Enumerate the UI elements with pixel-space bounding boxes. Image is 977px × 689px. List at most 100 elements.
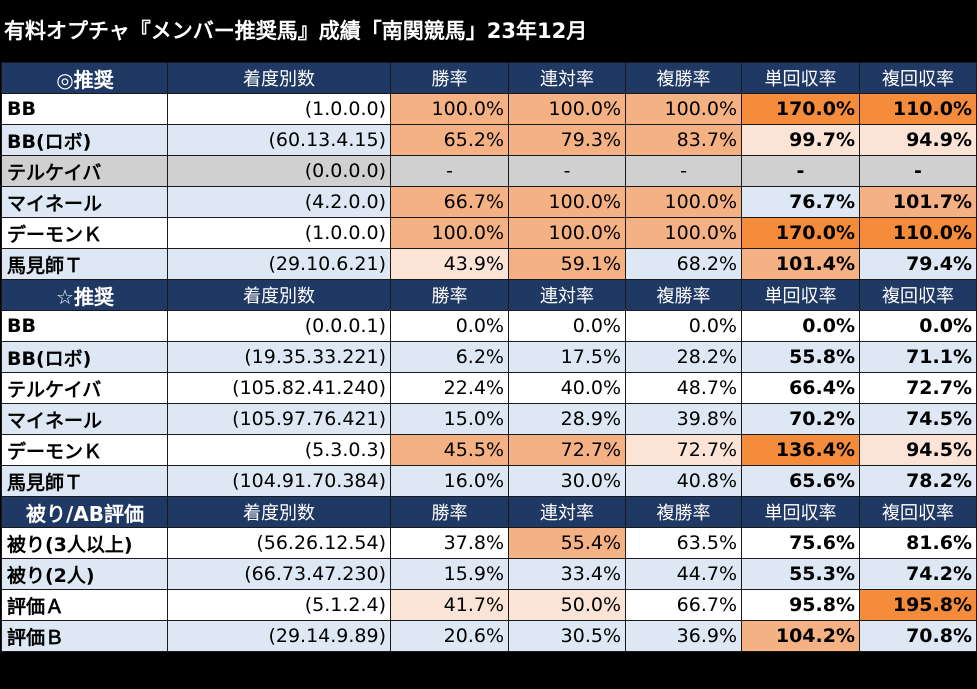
record-cell: (29.10.6.21) (167, 248, 391, 280)
column-header: 連対率 (508, 279, 626, 311)
value-cell: 44.7% (625, 558, 742, 590)
value-cell: 170.0% (741, 93, 860, 125)
value-cell: 110.0% (859, 217, 977, 249)
table-row: マイネール (105.97.76.421) 15.0% 28.9% 39.8% 70.2%… (1, 403, 977, 435)
row-name: BB(ロボ) (1, 124, 168, 156)
value-cell: 195.8% (859, 589, 977, 621)
value-cell: - (741, 155, 860, 187)
row-name: マイネール (1, 403, 168, 435)
value-cell: 136.4% (741, 434, 860, 466)
value-cell: 22.4% (390, 372, 509, 404)
value-cell: 79.3% (508, 124, 626, 156)
value-cell: 76.7% (741, 186, 860, 218)
value-cell: 50.0% (508, 589, 626, 621)
record-cell: (5.1.2.4) (167, 589, 391, 621)
column-header: 単回収率 (741, 496, 860, 528)
column-header: 連対率 (508, 496, 626, 528)
value-cell: 100.0% (625, 93, 742, 125)
column-header: 勝率 (390, 62, 509, 94)
column-header: 複勝率 (625, 496, 742, 528)
column-header: 複勝率 (625, 62, 742, 94)
value-cell: 75.6% (741, 527, 860, 559)
value-cell: 36.9% (625, 620, 742, 652)
value-cell: 33.4% (508, 558, 626, 590)
value-cell: 17.5% (508, 341, 626, 373)
row-name: BB (1, 310, 168, 342)
value-cell: 78.2% (859, 465, 977, 497)
value-cell: 99.7% (741, 124, 860, 156)
record-cell: (5.3.0.3) (167, 434, 391, 466)
value-cell: 59.1% (508, 248, 626, 280)
record-cell: (4.2.0.0) (167, 186, 391, 218)
value-cell: 100.0% (390, 93, 509, 125)
record-cell: (60.13.4.15) (167, 124, 391, 156)
value-cell: 100.0% (508, 217, 626, 249)
row-name: デーモンＫ (1, 434, 168, 466)
value-cell: 101.4% (741, 248, 860, 280)
row-name: 被り(2人) (1, 558, 168, 590)
row-name: テルケイバ (1, 155, 168, 187)
value-cell: 72.7% (625, 434, 742, 466)
section-label: ☆推奨 (1, 279, 168, 311)
value-cell: 104.2% (741, 620, 860, 652)
value-cell: 30.5% (508, 620, 626, 652)
page-title: 有料オプチャ『メンバー推奨馬』成績「南関競馬」23年12月 (0, 0, 977, 62)
value-cell: 100.0% (508, 186, 626, 218)
column-header: 勝率 (390, 496, 509, 528)
record-cell: (1.0.0.0) (167, 93, 391, 125)
value-cell: 48.7% (625, 372, 742, 404)
row-name: 被り(3人以上) (1, 527, 168, 559)
value-cell: 28.9% (508, 403, 626, 435)
table-row: BB (0.0.0.1) 0.0% 0.0% 0.0% 0.0% 0.0% (1, 310, 977, 342)
row-name: マイネール (1, 186, 168, 218)
value-cell: - (625, 155, 742, 187)
row-name: テルケイバ (1, 372, 168, 404)
section-label: 被り/AB評価 (1, 496, 168, 528)
value-cell: 30.0% (508, 465, 626, 497)
record-cell: (104.91.70.384) (167, 465, 391, 497)
value-cell: 66.4% (741, 372, 860, 404)
value-cell: 39.8% (625, 403, 742, 435)
value-cell: 15.9% (390, 558, 509, 590)
record-cell: (66.73.47.230) (167, 558, 391, 590)
record-cell: (105.82.41.240) (167, 372, 391, 404)
column-header: 複回収率 (859, 496, 977, 528)
value-cell: 65.2% (390, 124, 509, 156)
value-cell: 0.0% (741, 310, 860, 342)
table-row: 評価Ｂ (29.14.9.89) 20.6% 30.5% 36.9% 104.2% 70.8… (1, 620, 977, 652)
value-cell: 74.2% (859, 558, 977, 590)
value-cell: 0.0% (508, 310, 626, 342)
record-cell: (0.0.0.1) (167, 310, 391, 342)
value-cell: 40.0% (508, 372, 626, 404)
value-cell: 55.3% (741, 558, 860, 590)
value-cell: 170.0% (741, 217, 860, 249)
value-cell: 100.0% (625, 217, 742, 249)
record-cell: (29.14.9.89) (167, 620, 391, 652)
column-header: 複勝率 (625, 279, 742, 311)
section-header: 被り/AB評価 着度別数 勝率 連対率 複勝率 単回収率 複回収率 (1, 496, 977, 528)
row-name: 馬見師Ｔ (1, 248, 168, 280)
record-cell: (0.0.0.0) (167, 155, 391, 187)
record-cell: (105.97.76.421) (167, 403, 391, 435)
value-cell: 55.8% (741, 341, 860, 373)
value-cell: 72.7% (508, 434, 626, 466)
value-cell: 6.2% (390, 341, 509, 373)
value-cell: 100.0% (625, 186, 742, 218)
column-header: 勝率 (390, 279, 509, 311)
value-cell: - (859, 155, 977, 187)
value-cell: 28.2% (625, 341, 742, 373)
value-cell: 66.7% (625, 589, 742, 621)
column-header: 単回収率 (741, 279, 860, 311)
table-row: BB(ロボ) (19.35.33.221) 6.2% 17.5% 28.2% 55.8% 7… (1, 341, 977, 373)
value-cell: 71.1% (859, 341, 977, 373)
value-cell: 65.6% (741, 465, 860, 497)
value-cell: 94.5% (859, 434, 977, 466)
value-cell: 100.0% (390, 217, 509, 249)
value-cell: 95.8% (741, 589, 860, 621)
table-row: デーモンＫ (1.0.0.0) 100.0% 100.0% 100.0% 170.0% 11… (1, 217, 977, 249)
value-cell: 68.2% (625, 248, 742, 280)
value-cell: - (508, 155, 626, 187)
results-table: ◎推奨 着度別数 勝率 連対率 複勝率 単回収率 複回収率 BB (1.0.0.0) 100.0%… (1, 62, 977, 652)
record-cell: (1.0.0.0) (167, 217, 391, 249)
column-header: 複回収率 (859, 62, 977, 94)
